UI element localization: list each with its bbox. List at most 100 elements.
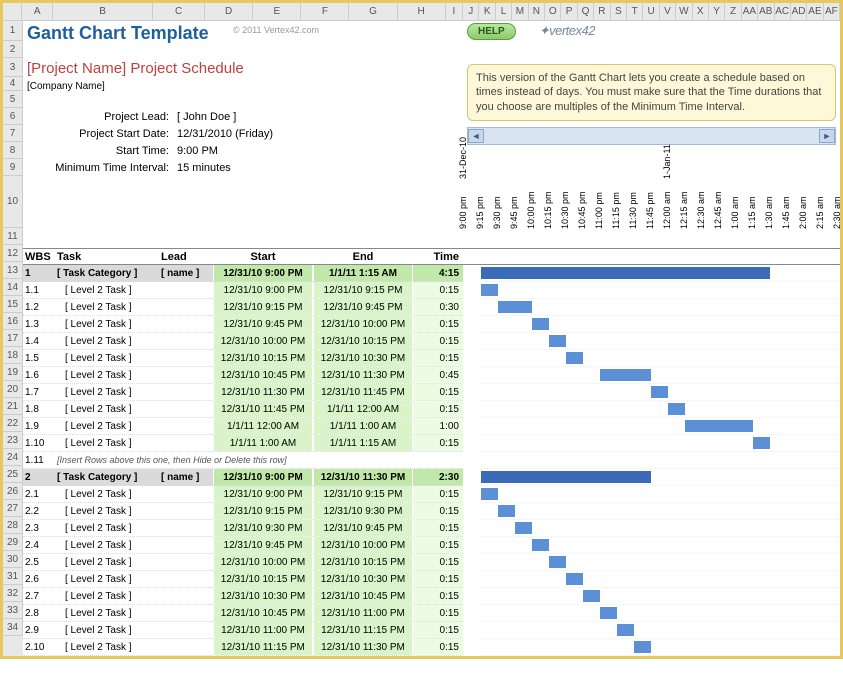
cell-task[interactable]: [ Level 2 Task ] bbox=[55, 506, 159, 517]
table-row[interactable]: 1.9[ Level 2 Task ]1/1/11 12:00 AM1/1/11… bbox=[23, 418, 463, 435]
gantt-bar[interactable] bbox=[532, 539, 549, 551]
table-row[interactable]: 1.11[Insert Rows above this one, then Hi… bbox=[23, 452, 463, 469]
row-header[interactable]: 18 bbox=[3, 347, 23, 364]
cell-end[interactable]: 12/31/10 11:30 PM bbox=[313, 367, 413, 383]
table-row[interactable]: 1.10[ Level 2 Task ]1/1/11 1:00 AM1/1/11… bbox=[23, 435, 463, 452]
info-value[interactable]: [ John Doe ] bbox=[173, 111, 236, 128]
cell-start[interactable]: 12/31/10 11:00 PM bbox=[213, 622, 313, 638]
cell-task[interactable]: [ Level 2 Task ] bbox=[55, 642, 159, 653]
column-header[interactable]: Y bbox=[709, 3, 725, 20]
cell-wbs[interactable]: 2.10 bbox=[23, 642, 55, 653]
cell-time[interactable]: 0:15 bbox=[413, 350, 463, 366]
table-row[interactable]: 1.3[ Level 2 Task ]12/31/10 9:45 PM12/31… bbox=[23, 316, 463, 333]
column-header[interactable]: U bbox=[643, 3, 659, 20]
column-header[interactable]: AB bbox=[758, 3, 774, 20]
cell-wbs[interactable]: 2.3 bbox=[23, 523, 55, 534]
cell-task[interactable]: [ Level 2 Task ] bbox=[55, 540, 159, 551]
cell-end[interactable]: 12/31/10 9:30 PM bbox=[313, 503, 413, 519]
cell-time[interactable]: 0:15 bbox=[413, 605, 463, 621]
gantt-bar[interactable] bbox=[600, 607, 617, 619]
row-header[interactable]: 34 bbox=[3, 619, 23, 636]
cell-task[interactable]: [ Level 2 Task ] bbox=[55, 574, 159, 585]
column-header[interactable]: L bbox=[496, 3, 512, 20]
gantt-bar[interactable] bbox=[498, 505, 515, 517]
cell-end[interactable]: 12/31/10 10:00 PM bbox=[313, 537, 413, 553]
table-row[interactable]: 2.6[ Level 2 Task ]12/31/10 10:15 PM12/3… bbox=[23, 571, 463, 588]
table-row[interactable]: 2[ Task Category ][ name ]12/31/10 9:00 … bbox=[23, 469, 463, 486]
cell-start[interactable]: 12/31/10 10:15 PM bbox=[213, 571, 313, 587]
row-header[interactable]: 27 bbox=[3, 500, 23, 517]
table-row[interactable]: 1.2[ Level 2 Task ]12/31/10 9:15 PM12/31… bbox=[23, 299, 463, 316]
column-header[interactable]: O bbox=[545, 3, 561, 20]
cell-start[interactable]: 12/31/10 9:45 PM bbox=[213, 316, 313, 332]
column-header[interactable]: AD bbox=[791, 3, 807, 20]
column-header[interactable]: X bbox=[693, 3, 709, 20]
cell-start[interactable]: 12/31/10 10:15 PM bbox=[213, 350, 313, 366]
cell-task[interactable]: [ Level 2 Task ] bbox=[55, 557, 159, 568]
cell-start[interactable]: 12/31/10 9:00 PM bbox=[213, 282, 313, 298]
gantt-scrollbar[interactable]: ◄ ► bbox=[467, 127, 836, 145]
cell-task[interactable]: [ Level 2 Task ] bbox=[55, 438, 159, 449]
help-button[interactable]: HELP bbox=[467, 23, 516, 40]
column-header[interactable]: S bbox=[611, 3, 627, 20]
gantt-bar[interactable] bbox=[515, 522, 532, 534]
cell-wbs[interactable]: 1.7 bbox=[23, 387, 55, 398]
cell-start[interactable]: 12/31/10 9:00 PM bbox=[213, 265, 313, 281]
cell-task[interactable]: [ Level 2 Task ] bbox=[55, 591, 159, 602]
cell-wbs[interactable]: 1.6 bbox=[23, 370, 55, 381]
table-row[interactable]: 2.7[ Level 2 Task ]12/31/10 10:30 PM12/3… bbox=[23, 588, 463, 605]
table-row[interactable]: 2.5[ Level 2 Task ]12/31/10 10:00 PM12/3… bbox=[23, 554, 463, 571]
column-header[interactable]: P bbox=[561, 3, 577, 20]
column-header[interactable]: M bbox=[512, 3, 528, 20]
cell-start[interactable]: 12/31/10 11:30 PM bbox=[213, 384, 313, 400]
cell-start[interactable]: 12/31/10 9:30 PM bbox=[213, 520, 313, 536]
cell-end[interactable]: 12/31/10 10:30 PM bbox=[313, 571, 413, 587]
table-row[interactable]: 2.2[ Level 2 Task ]12/31/10 9:15 PM12/31… bbox=[23, 503, 463, 520]
cell-wbs[interactable]: 1.3 bbox=[23, 319, 55, 330]
cell-wbs[interactable]: 1.2 bbox=[23, 302, 55, 313]
gantt-bar[interactable] bbox=[549, 335, 566, 347]
gantt-bar[interactable] bbox=[481, 488, 498, 500]
column-header[interactable]: I bbox=[446, 3, 463, 20]
cell-start[interactable]: 12/31/10 11:15 PM bbox=[213, 639, 313, 655]
scroll-right-icon[interactable]: ► bbox=[819, 129, 835, 143]
gantt-bar[interactable] bbox=[651, 386, 668, 398]
row-header[interactable]: 7 bbox=[3, 125, 23, 142]
gantt-bar[interactable] bbox=[753, 437, 770, 449]
gantt-bar[interactable] bbox=[617, 624, 634, 636]
cell-wbs[interactable]: 1.1 bbox=[23, 285, 55, 296]
cell-start[interactable]: 12/31/10 10:45 PM bbox=[213, 605, 313, 621]
cell-wbs[interactable]: 2.2 bbox=[23, 506, 55, 517]
row-header[interactable]: 32 bbox=[3, 585, 23, 602]
cell-task[interactable]: [ Level 2 Task ] bbox=[55, 319, 159, 330]
column-header[interactable]: AE bbox=[807, 3, 823, 20]
cell-wbs[interactable]: 1.5 bbox=[23, 353, 55, 364]
row-header[interactable]: 9 bbox=[3, 159, 23, 176]
cell-end[interactable]: 12/31/10 9:15 PM bbox=[313, 486, 413, 502]
cell-task[interactable]: [ Level 2 Task ] bbox=[55, 302, 159, 313]
cell-task[interactable]: [ Level 2 Task ] bbox=[55, 608, 159, 619]
cell-time[interactable]: 0:15 bbox=[413, 401, 463, 417]
cell-task[interactable]: [ Level 2 Task ] bbox=[55, 285, 159, 296]
cell-start[interactable]: 12/31/10 9:00 PM bbox=[213, 486, 313, 502]
cell-wbs[interactable]: 2.9 bbox=[23, 625, 55, 636]
cell-start[interactable]: 12/31/10 9:45 PM bbox=[213, 537, 313, 553]
row-header[interactable]: 22 bbox=[3, 415, 23, 432]
row-header[interactable]: 17 bbox=[3, 330, 23, 347]
row-header[interactable]: 11 bbox=[3, 228, 23, 245]
gantt-bar[interactable] bbox=[566, 573, 583, 585]
column-header[interactable]: AA bbox=[742, 3, 758, 20]
cell-start[interactable]: 1/1/11 12:00 AM bbox=[213, 418, 313, 434]
column-header[interactable]: Z bbox=[725, 3, 741, 20]
cell-start[interactable]: 12/31/10 9:15 PM bbox=[213, 299, 313, 315]
column-header[interactable]: H bbox=[398, 3, 446, 20]
gantt-bar[interactable] bbox=[634, 641, 651, 653]
row-header[interactable]: 19 bbox=[3, 364, 23, 381]
row-header[interactable]: 12 bbox=[3, 245, 23, 262]
cell-wbs[interactable]: 2.1 bbox=[23, 489, 55, 500]
row-header[interactable]: 20 bbox=[3, 381, 23, 398]
cell-task[interactable]: [ Task Category ] bbox=[55, 268, 159, 279]
column-header[interactable]: W bbox=[676, 3, 692, 20]
row-header[interactable]: 1 bbox=[3, 21, 23, 41]
cell-start[interactable]: 12/31/10 10:00 PM bbox=[213, 333, 313, 349]
